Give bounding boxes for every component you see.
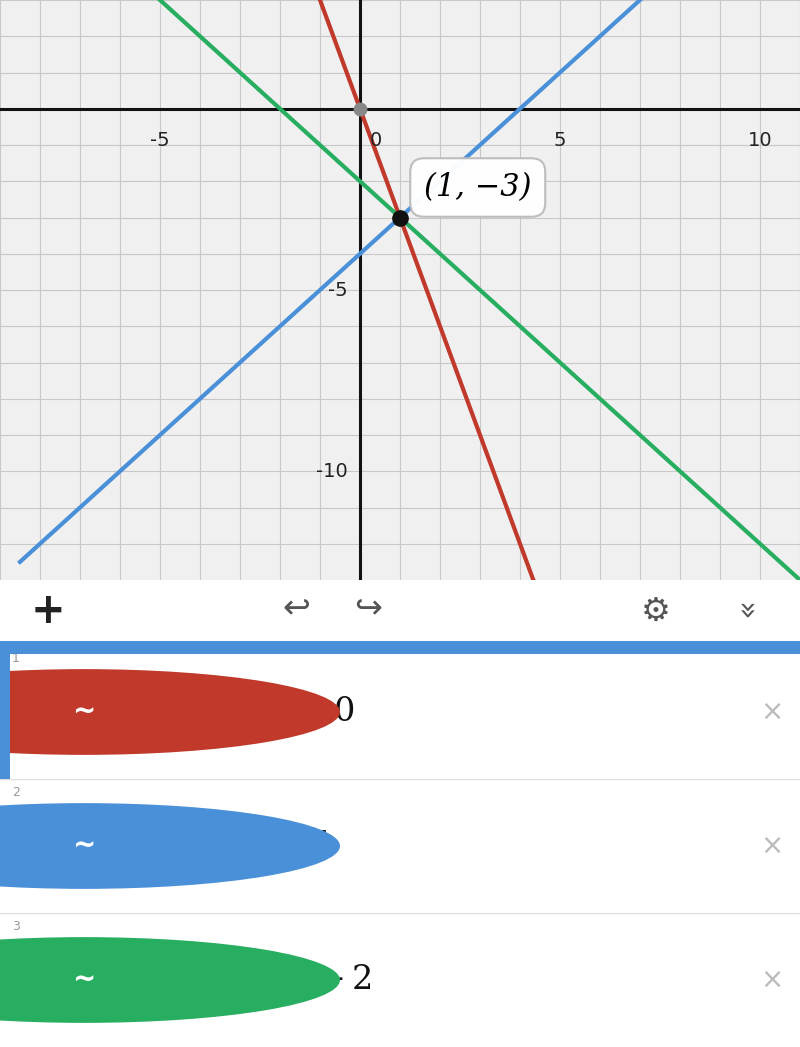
Circle shape bbox=[0, 803, 340, 889]
Text: 3: 3 bbox=[12, 919, 20, 933]
Text: $x + y = -2$: $x + y = -2$ bbox=[192, 962, 371, 998]
Text: -10: -10 bbox=[316, 462, 348, 481]
FancyBboxPatch shape bbox=[0, 641, 800, 645]
Text: ⚙: ⚙ bbox=[641, 595, 671, 628]
Text: ×: × bbox=[760, 698, 784, 726]
Text: ×: × bbox=[760, 966, 784, 994]
Text: 10: 10 bbox=[748, 131, 772, 150]
Text: 1: 1 bbox=[12, 651, 20, 665]
FancyBboxPatch shape bbox=[0, 645, 800, 654]
Text: ↪: ↪ bbox=[354, 593, 382, 626]
Text: »: » bbox=[730, 602, 758, 621]
FancyBboxPatch shape bbox=[0, 645, 10, 779]
Text: (1, −3): (1, −3) bbox=[424, 172, 531, 203]
Text: 5: 5 bbox=[554, 131, 566, 150]
Text: ~: ~ bbox=[72, 832, 96, 860]
Text: +: + bbox=[30, 591, 66, 632]
Circle shape bbox=[0, 937, 340, 1023]
Text: -5: -5 bbox=[150, 131, 170, 150]
Text: ~: ~ bbox=[72, 698, 96, 726]
Text: $y + 3x = 0$: $y + 3x = 0$ bbox=[192, 694, 354, 730]
Text: $x - y = 4$: $x - y = 4$ bbox=[192, 828, 333, 864]
Text: 2: 2 bbox=[12, 785, 20, 799]
Text: ×: × bbox=[760, 832, 784, 860]
Text: -5: -5 bbox=[328, 281, 348, 299]
Circle shape bbox=[0, 669, 340, 755]
Text: 0: 0 bbox=[370, 131, 382, 150]
Text: ~: ~ bbox=[72, 966, 96, 994]
Text: ↩: ↩ bbox=[282, 593, 310, 626]
